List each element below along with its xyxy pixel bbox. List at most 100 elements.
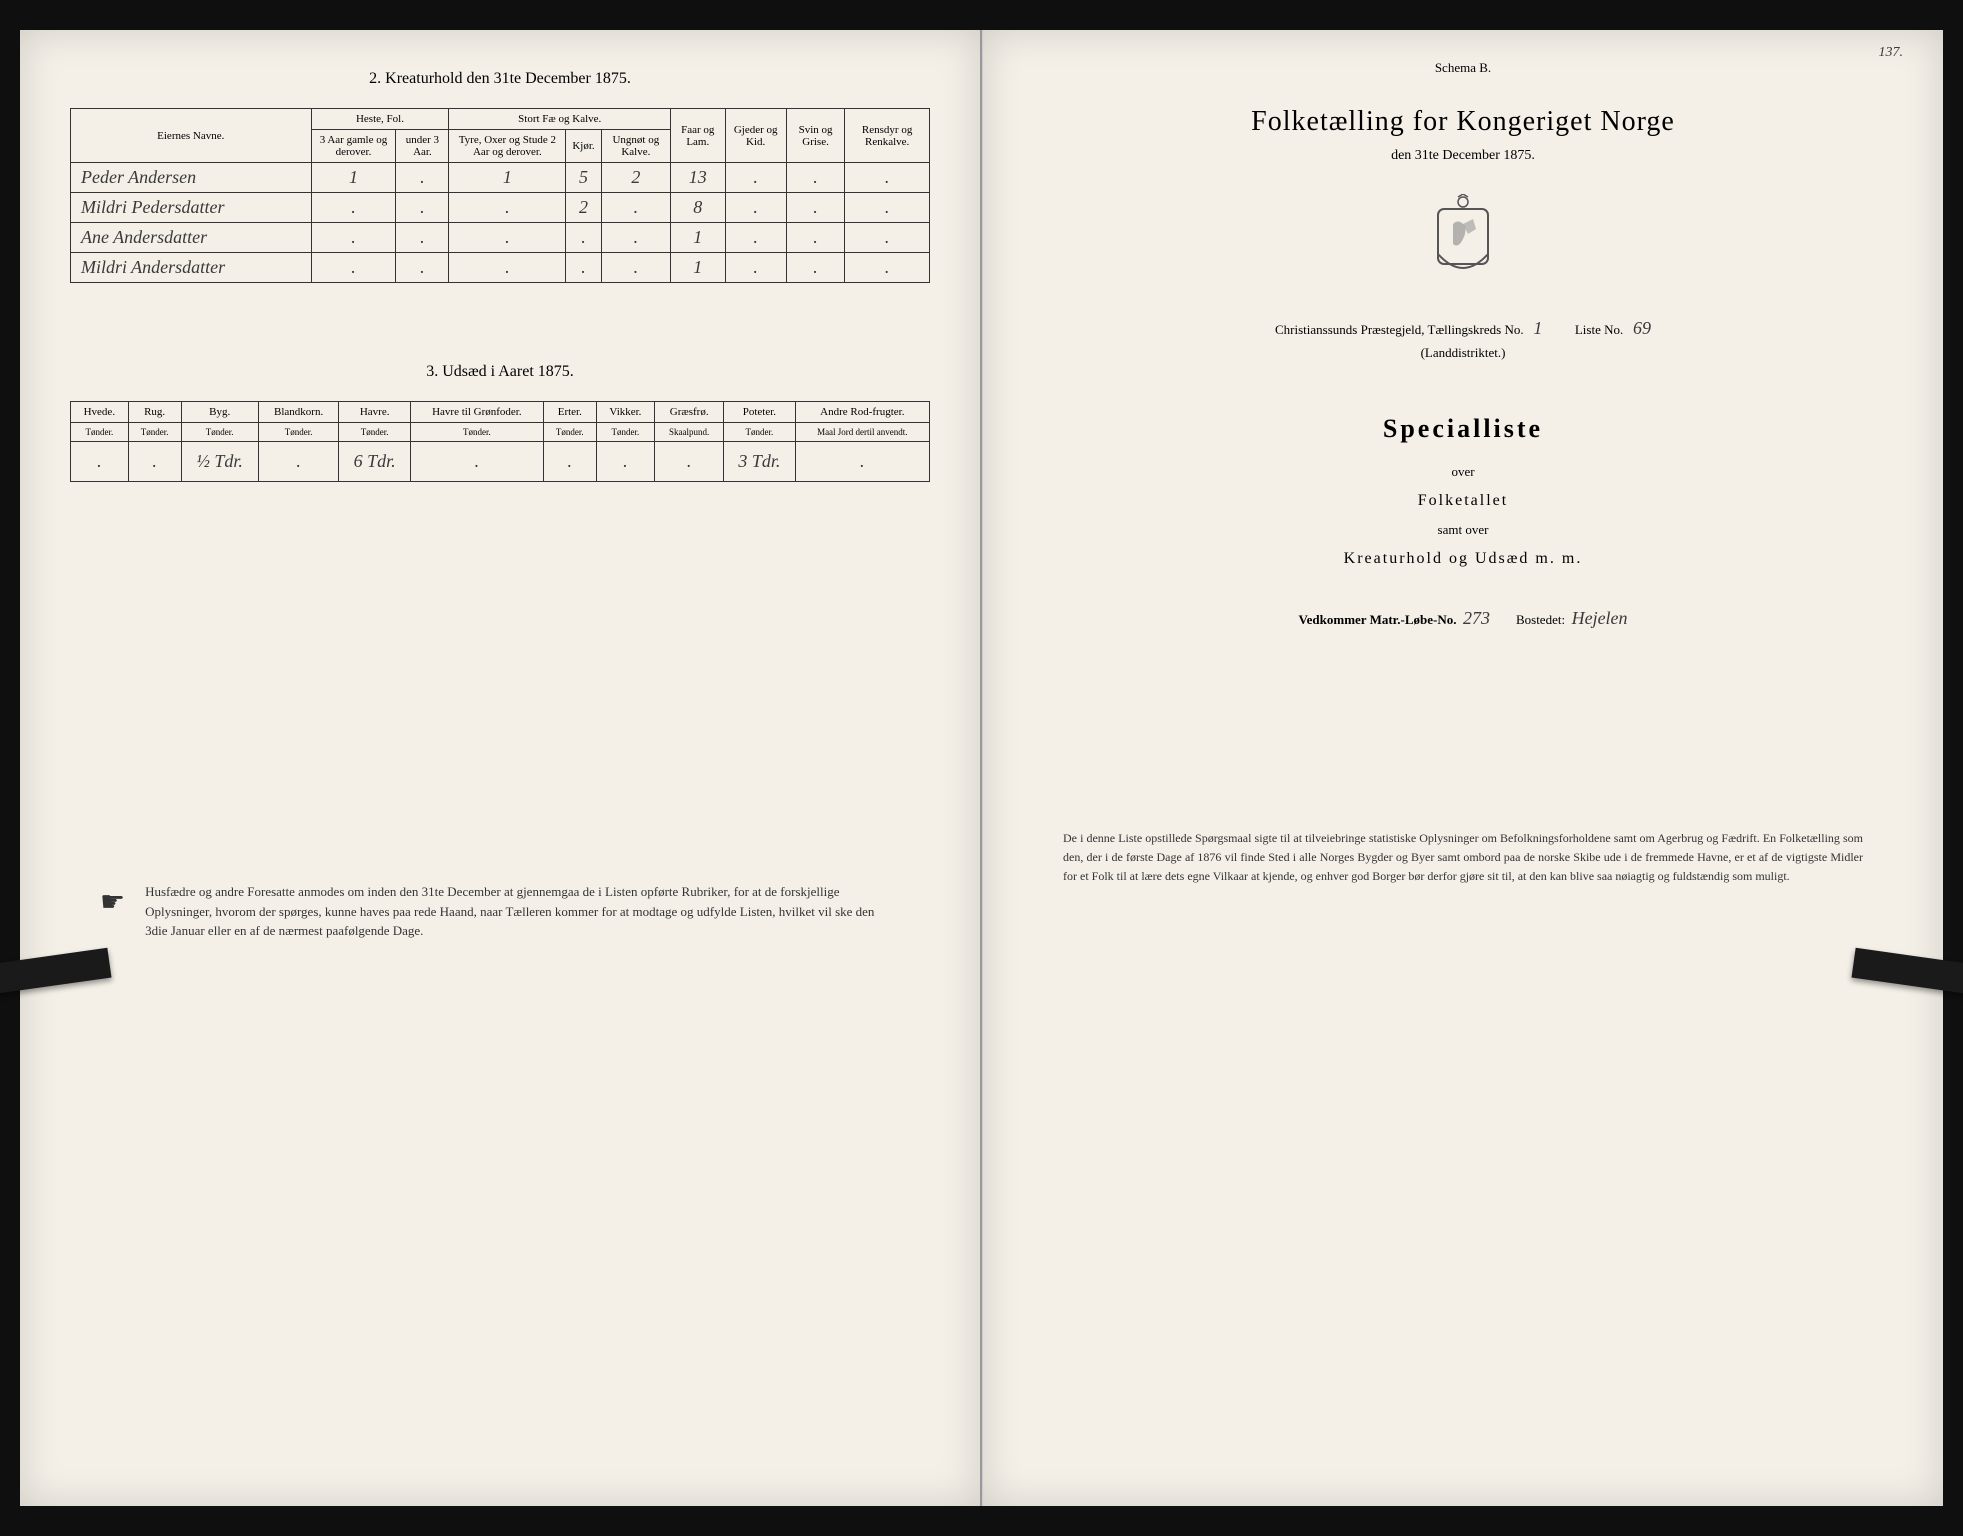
cell-value: . xyxy=(786,163,844,193)
left-page: 2. Kreaturhold den 31te December 1875. E… xyxy=(20,30,982,1506)
col-names: Eiernes Navne. xyxy=(71,109,312,163)
owner-name: Mildri Pedersdatter xyxy=(71,193,312,223)
table-row: Mildri Andersdatter.....1... xyxy=(71,253,930,283)
book-spread: 2. Kreaturhold den 31te December 1875. E… xyxy=(0,0,1963,1536)
right-page: 137. Schema B. Folketælling for Kongerig… xyxy=(982,30,1943,1506)
left-instruction: ☛ Husfædre og andre Foresatte anmodes om… xyxy=(70,882,930,941)
seed-col-bot: Tønder. xyxy=(258,423,339,442)
cell-value: . xyxy=(786,253,844,283)
cell-value: . xyxy=(396,223,449,253)
cell-value: 1 xyxy=(449,163,566,193)
col-sheep: Faar og Lam. xyxy=(671,109,725,163)
cell-value: 5 xyxy=(566,163,601,193)
table-row: Mildri Pedersdatter...2.8... xyxy=(71,193,930,223)
seed-col-top: Vikker. xyxy=(596,402,654,423)
district-sub: (Landdistriktet.) xyxy=(1421,345,1506,360)
district-prefix: Christianssunds Præstegjeld, Tællingskre… xyxy=(1275,322,1524,337)
owner-name: Mildri Andersdatter xyxy=(71,253,312,283)
livestock-table: Eiernes Navne. Heste, Fol. Stort Fæ og K… xyxy=(70,108,930,283)
seed-col-bot: Tønder. xyxy=(724,423,795,442)
col-goats: Gjeder og Kid. xyxy=(725,109,786,163)
table-row: Peder Andersen1.15213... xyxy=(71,163,930,193)
cell-value: . xyxy=(311,253,396,283)
seed-col-top: Poteter. xyxy=(724,402,795,423)
seed-value: . xyxy=(795,442,929,482)
seed-col-bot: Tønder. xyxy=(543,423,596,442)
seed-value: 6 Tdr. xyxy=(339,442,410,482)
cell-value: . xyxy=(786,223,844,253)
cell-value: . xyxy=(725,193,786,223)
page-number: 137. xyxy=(1879,45,1904,61)
seed-value: 3 Tdr. xyxy=(724,442,795,482)
cell-value: . xyxy=(845,253,930,283)
bosted-name: Hejelen xyxy=(1572,608,1628,628)
cell-value: . xyxy=(601,253,670,283)
pointing-hand-icon: ☛ xyxy=(100,882,125,941)
matr-no: 273 xyxy=(1463,608,1490,628)
col-c1: Tyre, Oxer og Stude 2 Aar og derover. xyxy=(449,130,566,163)
seed-table: Hvede.Rug.Byg.Blandkorn.Havre.Havre til … xyxy=(70,401,930,482)
seed-col-bot: Tønder. xyxy=(410,423,543,442)
census-main-title: Folketælling for Kongeriget Norge xyxy=(1033,106,1893,138)
table-row: Ane Andersdatter.....1... xyxy=(71,223,930,253)
specialliste-title: Specialliste xyxy=(1033,414,1893,444)
instruction-text: Husfædre og andre Foresatte anmodes om i… xyxy=(145,882,900,941)
seed-value: . xyxy=(655,442,724,482)
seed-col-top: Byg. xyxy=(181,402,258,423)
cell-value: . xyxy=(845,223,930,253)
cell-value: . xyxy=(845,163,930,193)
cell-value: 1 xyxy=(311,163,396,193)
clip-left xyxy=(0,948,112,994)
col-reindeer: Rensdyr og Renkalve. xyxy=(845,109,930,163)
bosted-label: Bostedet: xyxy=(1516,612,1565,627)
right-instruction: De i denne Liste opstillede Spørgsmaal s… xyxy=(1033,829,1893,887)
cell-value: . xyxy=(601,193,670,223)
seed-value: . xyxy=(258,442,339,482)
cell-value: . xyxy=(725,163,786,193)
seed-value: . xyxy=(596,442,654,482)
seed-value: . xyxy=(410,442,543,482)
cell-value: . xyxy=(845,193,930,223)
cell-value: . xyxy=(566,253,601,283)
seed-col-top: Blandkorn. xyxy=(258,402,339,423)
seed-col-top: Havre. xyxy=(339,402,410,423)
census-date: den 31te December 1875. xyxy=(1033,148,1893,164)
col-horses: Heste, Fol. xyxy=(311,109,449,130)
owner-name: Peder Andersen xyxy=(71,163,312,193)
cell-value: . xyxy=(311,193,396,223)
cell-value: . xyxy=(396,193,449,223)
seed-col-top: Havre til Grønfoder. xyxy=(410,402,543,423)
cell-value: . xyxy=(601,223,670,253)
cell-value: 13 xyxy=(671,163,725,193)
seed-col-bot: Tønder. xyxy=(128,423,181,442)
cell-value: 2 xyxy=(566,193,601,223)
liste-no: 69 xyxy=(1633,318,1651,338)
cell-value: . xyxy=(725,253,786,283)
cell-value: 8 xyxy=(671,193,725,223)
seed-value: . xyxy=(71,442,129,482)
seed-col-top: Andre Rod-frugter. xyxy=(795,402,929,423)
seed-col-bot: Tønder. xyxy=(181,423,258,442)
kreds-no: 1 xyxy=(1533,318,1542,338)
seed-col-top: Græsfrø. xyxy=(655,402,724,423)
table3-title: 3. Udsæd i Aaret 1875. xyxy=(70,363,930,381)
matr-line: Vedkommer Matr.-Løbe-No. 273 Bostedet: H… xyxy=(1033,608,1893,629)
seed-col-top: Hvede. xyxy=(71,402,129,423)
cell-value: . xyxy=(311,223,396,253)
col-h1: 3 Aar gamle og derover. xyxy=(311,130,396,163)
seed-col-bot: Maal Jord dertil anvendt. xyxy=(795,423,929,442)
cell-value: . xyxy=(725,223,786,253)
col-c3: Ungnøt og Kalve. xyxy=(601,130,670,163)
cell-value: . xyxy=(786,193,844,223)
seed-col-bot: Skaalpund. xyxy=(655,423,724,442)
schema-label: Schema B. xyxy=(1033,60,1893,76)
cell-value: . xyxy=(396,163,449,193)
seed-col-top: Rug. xyxy=(128,402,181,423)
over-1: over xyxy=(1033,464,1893,480)
district-line: Christianssunds Præstegjeld, Tællingskre… xyxy=(1033,314,1893,364)
seed-col-bot: Tønder. xyxy=(596,423,654,442)
cell-value: . xyxy=(449,253,566,283)
kreaturhold-line: Kreaturhold og Udsæd m. m. xyxy=(1033,550,1893,568)
cell-value: 1 xyxy=(671,223,725,253)
seed-value: . xyxy=(128,442,181,482)
